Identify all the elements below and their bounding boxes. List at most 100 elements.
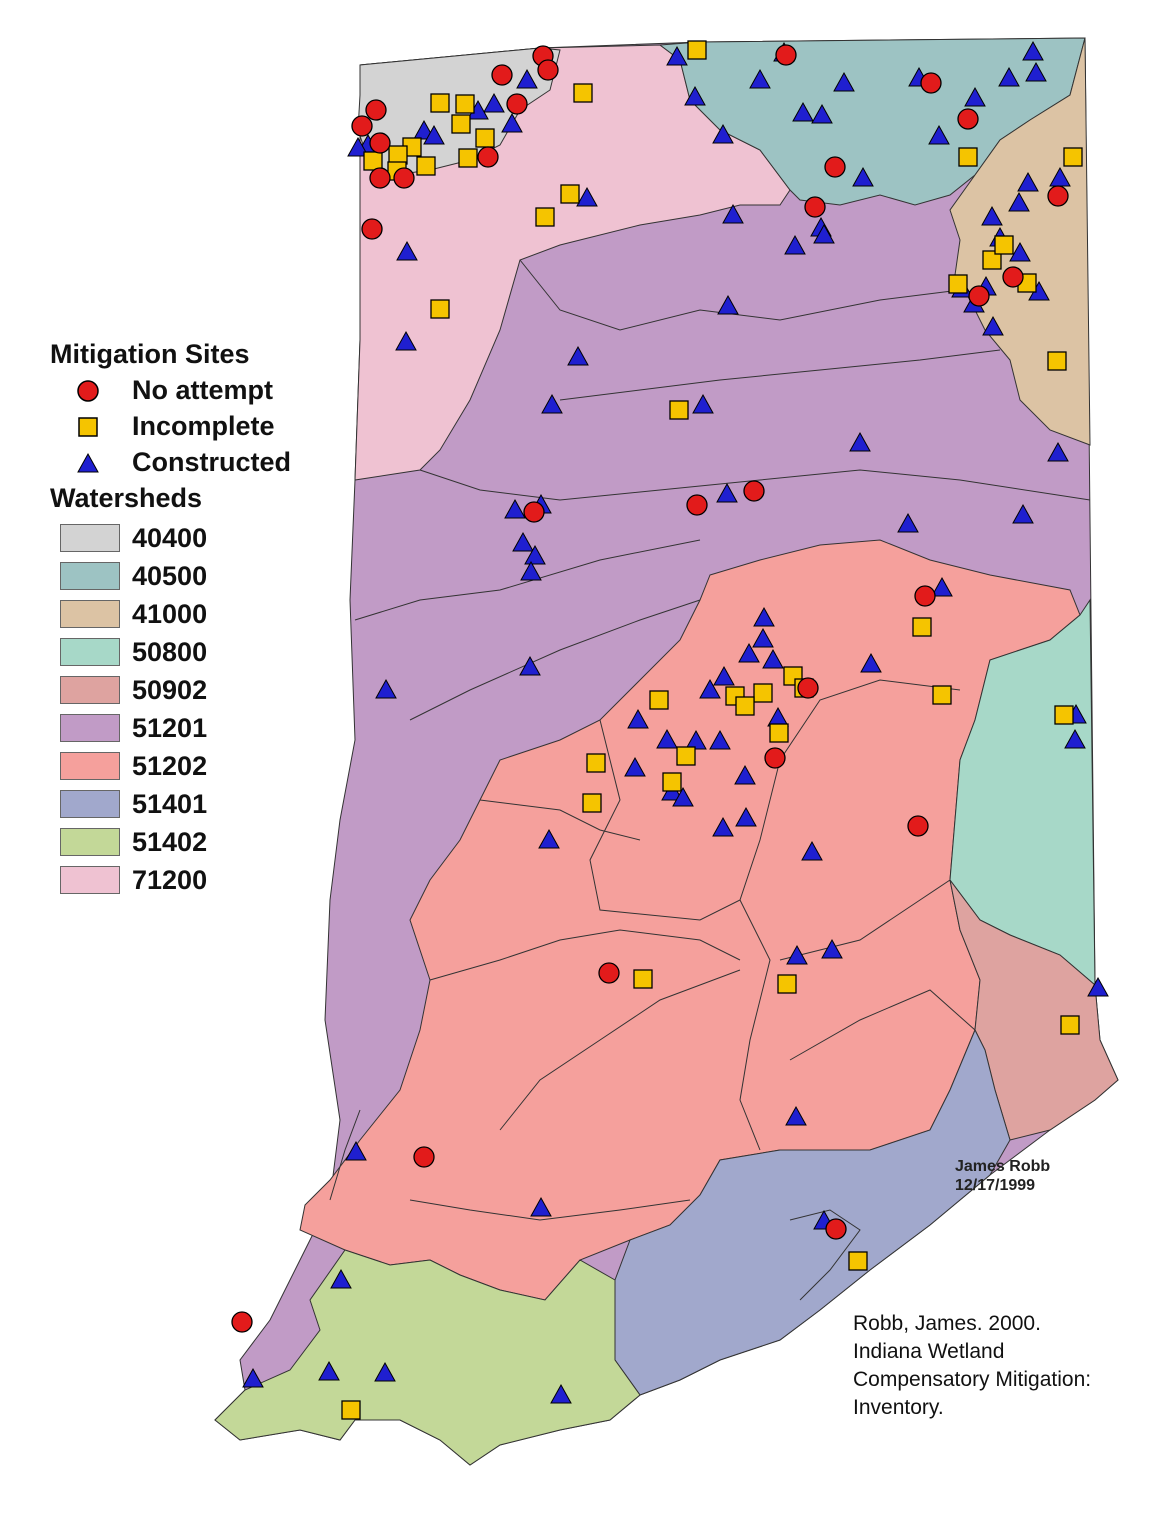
constructed-site-marker bbox=[685, 729, 707, 750]
constructed-site-marker bbox=[897, 512, 919, 533]
constructed-site-marker bbox=[1047, 441, 1069, 462]
swatch bbox=[60, 714, 120, 742]
citation-line: Indiana Wetland bbox=[853, 1340, 1005, 1363]
constructed-site-marker bbox=[541, 393, 563, 414]
no-attempt-site-marker bbox=[686, 494, 708, 516]
no-attempt-site-marker bbox=[914, 585, 936, 607]
constructed-site-marker bbox=[982, 315, 1004, 336]
swatch bbox=[60, 562, 120, 590]
legend-label-no-attempt: No attempt bbox=[132, 374, 273, 405]
incomplete-site-marker bbox=[1047, 351, 1067, 371]
no-attempt-site-marker bbox=[825, 1218, 847, 1240]
constructed-site-marker bbox=[712, 123, 734, 144]
constructed-site-marker bbox=[520, 560, 542, 581]
incomplete-site-marker bbox=[430, 93, 450, 113]
incomplete-site-marker bbox=[769, 723, 789, 743]
circle-icon bbox=[77, 380, 99, 402]
incomplete-site-marker bbox=[458, 148, 478, 168]
incomplete-site-marker bbox=[582, 793, 602, 813]
incomplete-site-marker bbox=[735, 696, 755, 716]
constructed-site-marker bbox=[550, 1383, 572, 1404]
incomplete-site-marker bbox=[560, 184, 580, 204]
incomplete-site-marker bbox=[676, 746, 696, 766]
incomplete-site-marker bbox=[982, 250, 1002, 270]
constructed-site-marker bbox=[998, 66, 1020, 87]
citation-line: Robb, James. 2000. bbox=[853, 1312, 1041, 1335]
no-attempt-site-marker bbox=[537, 59, 559, 81]
no-attempt-site-marker bbox=[743, 480, 765, 502]
constructed-site-marker bbox=[833, 71, 855, 92]
constructed-site-marker bbox=[1017, 171, 1039, 192]
square-icon bbox=[78, 417, 98, 437]
incomplete-site-marker bbox=[669, 400, 689, 420]
no-attempt-site-marker bbox=[907, 815, 929, 837]
no-attempt-site-marker bbox=[968, 285, 990, 307]
constructed-site-marker bbox=[734, 764, 756, 785]
watershed-51402 bbox=[214, 1249, 641, 1466]
constructed-site-marker bbox=[849, 431, 871, 452]
incomplete-site-marker bbox=[948, 274, 968, 294]
no-attempt-site-marker bbox=[824, 156, 846, 178]
no-attempt-site-marker bbox=[920, 72, 942, 94]
constructed-site-marker bbox=[801, 840, 823, 861]
constructed-site-marker bbox=[753, 606, 775, 627]
swatch bbox=[60, 828, 120, 856]
constructed-site-marker bbox=[423, 124, 445, 145]
constructed-site-marker bbox=[1064, 728, 1086, 749]
constructed-site-marker bbox=[792, 101, 814, 122]
swatch bbox=[60, 790, 120, 818]
watershed-code: 50800 bbox=[132, 636, 208, 667]
watershed-code: 51402 bbox=[132, 826, 208, 857]
constructed-site-marker bbox=[785, 1105, 807, 1126]
constructed-site-marker bbox=[716, 482, 738, 503]
constructed-site-marker bbox=[347, 136, 369, 157]
constructed-site-marker bbox=[1008, 191, 1030, 212]
citation-line: Compensatory Mitigation: bbox=[853, 1368, 1092, 1391]
no-attempt-site-marker bbox=[351, 115, 373, 137]
incomplete-site-marker bbox=[1054, 705, 1074, 725]
constructed-site-marker bbox=[1087, 976, 1109, 997]
no-attempt-site-marker bbox=[365, 99, 387, 121]
watershed-code: 51202 bbox=[132, 750, 208, 781]
watershed-code: 51401 bbox=[132, 788, 208, 819]
watershed-50902 bbox=[949, 879, 1119, 1141]
constructed-site-marker bbox=[813, 223, 835, 244]
constructed-site-marker bbox=[318, 1360, 340, 1381]
constructed-site-marker bbox=[981, 205, 1003, 226]
constructed-site-marker bbox=[524, 544, 546, 565]
incomplete-site-marker bbox=[932, 685, 952, 705]
constructed-site-marker bbox=[752, 627, 774, 648]
swatch bbox=[60, 524, 120, 552]
no-attempt-site-marker bbox=[1047, 185, 1069, 207]
constructed-site-marker bbox=[717, 294, 739, 315]
legend-sites-title: Mitigation Sites bbox=[50, 339, 250, 369]
watershed-code: 40400 bbox=[132, 522, 208, 553]
constructed-site-marker bbox=[512, 531, 534, 552]
constructed-site-marker bbox=[530, 1196, 552, 1217]
no-attempt-site-marker bbox=[598, 962, 620, 984]
incomplete-site-marker bbox=[633, 969, 653, 989]
watershed-code: 40500 bbox=[132, 560, 208, 591]
triangle-icon bbox=[77, 452, 99, 473]
constructed-site-marker bbox=[684, 85, 706, 106]
incomplete-site-marker bbox=[649, 690, 669, 710]
constructed-site-marker bbox=[735, 806, 757, 827]
incomplete-site-marker bbox=[1063, 147, 1083, 167]
constructed-site-marker bbox=[709, 729, 731, 750]
constructed-site-marker bbox=[396, 240, 418, 261]
author-date: 12/17/1999 bbox=[955, 1177, 1036, 1194]
no-attempt-site-marker bbox=[231, 1311, 253, 1333]
incomplete-site-marker bbox=[388, 145, 408, 165]
constructed-site-marker bbox=[656, 728, 678, 749]
constructed-site-marker bbox=[749, 68, 771, 89]
swatch bbox=[60, 638, 120, 666]
constructed-site-marker bbox=[672, 786, 694, 807]
no-attempt-site-marker bbox=[764, 747, 786, 769]
constructed-site-marker bbox=[738, 642, 760, 663]
constructed-site-marker bbox=[762, 648, 784, 669]
watershed-code: 71200 bbox=[132, 864, 208, 895]
constructed-site-marker bbox=[821, 938, 843, 959]
constructed-site-marker bbox=[811, 103, 833, 124]
swatch bbox=[60, 752, 120, 780]
